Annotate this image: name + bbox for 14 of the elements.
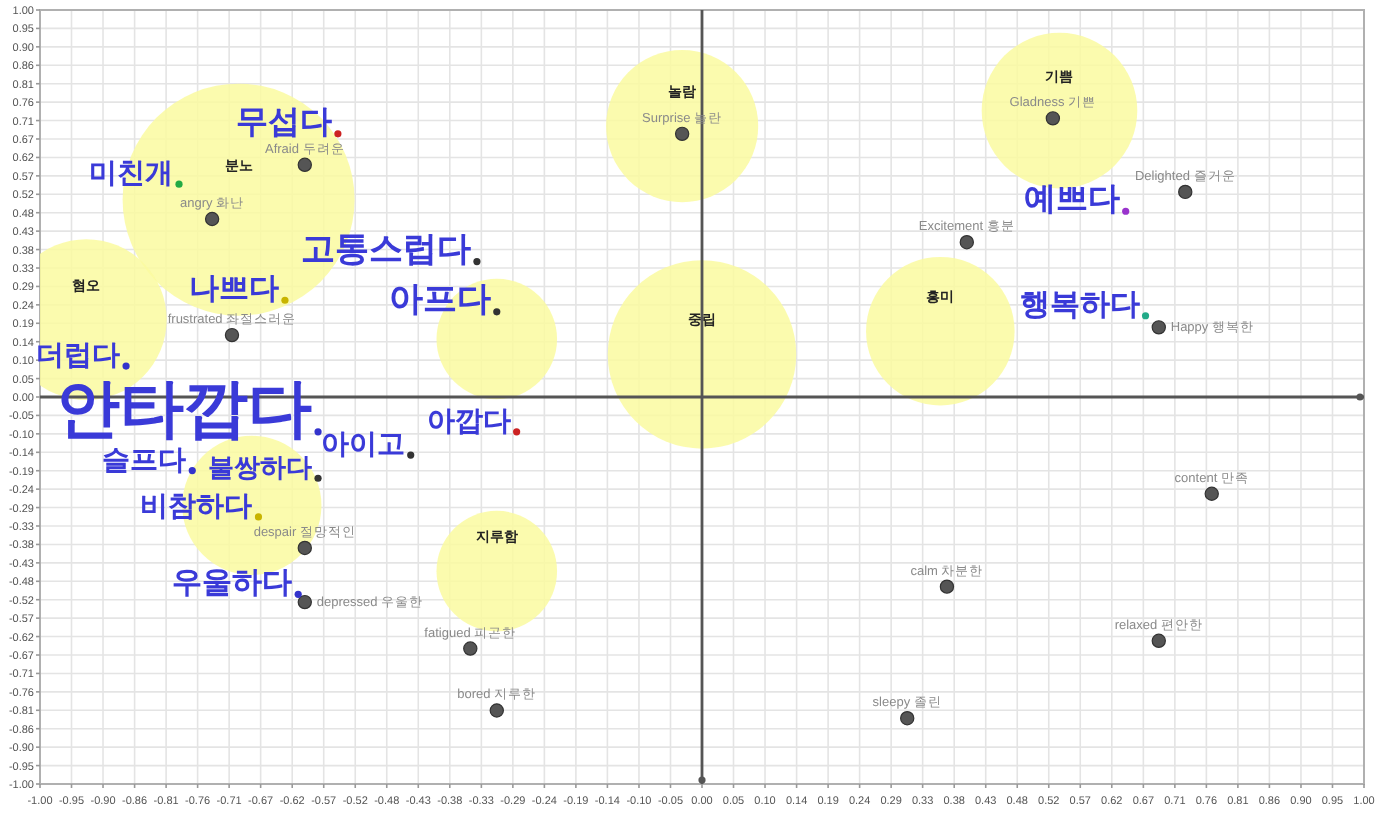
- word: 슬프다: [102, 442, 187, 475]
- word: 아프다: [388, 279, 491, 318]
- word: 고통스럽다: [300, 229, 471, 268]
- word: 나쁘다: [188, 272, 279, 307]
- word: 아깝다: [426, 403, 511, 436]
- word: 비참하다: [140, 488, 253, 521]
- word: 행복하다: [1019, 287, 1140, 322]
- word: 더럽다: [36, 338, 121, 371]
- word: 미친개: [89, 156, 173, 189]
- word: 불쌍하다: [208, 452, 313, 483]
- word: 우울하다: [172, 566, 293, 601]
- word: 무섭다: [235, 105, 332, 140]
- word: 아이고: [320, 427, 405, 460]
- word: 예쁘다: [1023, 183, 1120, 218]
